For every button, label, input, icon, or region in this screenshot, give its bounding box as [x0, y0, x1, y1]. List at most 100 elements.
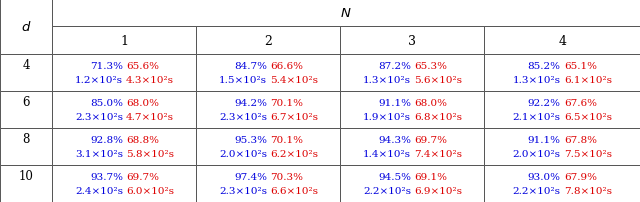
Text: 4: 4: [22, 58, 30, 71]
Text: 65.3%: 65.3%: [414, 62, 447, 71]
Text: 6.8×10²s: 6.8×10²s: [414, 112, 462, 121]
Text: 2.0×10²s: 2.0×10²s: [513, 149, 561, 158]
Text: 67.6%: 67.6%: [564, 99, 596, 108]
Text: 1.2×10²s: 1.2×10²s: [75, 75, 123, 84]
Text: 66.6%: 66.6%: [270, 62, 303, 71]
Text: 1.3×10²s: 1.3×10²s: [513, 75, 561, 84]
Text: 5.6×10²s: 5.6×10²s: [414, 75, 462, 84]
Text: 93.0%: 93.0%: [528, 173, 561, 181]
Bar: [196, 165, 340, 202]
Text: 2.1×10²s: 2.1×10²s: [513, 112, 561, 121]
Text: 1.9×10²s: 1.9×10²s: [363, 112, 411, 121]
Text: 87.2%: 87.2%: [378, 62, 411, 71]
Bar: [196, 91, 340, 128]
Bar: [340, 27, 484, 55]
Text: 4.7×10²s: 4.7×10²s: [126, 112, 174, 121]
Text: 92.8%: 92.8%: [90, 136, 123, 145]
Text: 2.3×10²s: 2.3×10²s: [75, 112, 123, 121]
Text: 4: 4: [558, 34, 566, 47]
Text: 5.4×10²s: 5.4×10²s: [270, 75, 318, 84]
Text: 1.4×10²s: 1.4×10²s: [363, 149, 411, 158]
Text: 84.7%: 84.7%: [234, 62, 267, 71]
Text: 5.8×10²s: 5.8×10²s: [126, 149, 174, 158]
Bar: [0, 128, 52, 165]
Text: 68.0%: 68.0%: [414, 99, 447, 108]
Text: 70.1%: 70.1%: [270, 136, 303, 145]
Bar: [196, 55, 340, 91]
Bar: [0, 91, 52, 128]
Text: $d$: $d$: [21, 20, 31, 34]
Text: 68.8%: 68.8%: [126, 136, 159, 145]
Text: 94.3%: 94.3%: [378, 136, 411, 145]
Text: 69.1%: 69.1%: [414, 173, 447, 181]
Text: 6.1×10²s: 6.1×10²s: [564, 75, 612, 84]
Text: 91.1%: 91.1%: [528, 136, 561, 145]
Text: 2.0×10²s: 2.0×10²s: [219, 149, 267, 158]
Bar: [340, 91, 484, 128]
Text: $N$: $N$: [340, 7, 352, 20]
Text: 4.3×10²s: 4.3×10²s: [126, 75, 174, 84]
Bar: [52, 91, 196, 128]
Text: 6.7×10²s: 6.7×10²s: [270, 112, 318, 121]
Bar: [52, 165, 196, 202]
Text: 2.2×10²s: 2.2×10²s: [363, 186, 411, 195]
Bar: [196, 128, 340, 165]
Text: 65.6%: 65.6%: [126, 62, 159, 71]
Bar: [484, 55, 640, 91]
Text: 2.3×10²s: 2.3×10²s: [219, 112, 267, 121]
Text: 7.8×10²s: 7.8×10²s: [564, 186, 612, 195]
Text: 1: 1: [120, 34, 129, 47]
Text: 92.2%: 92.2%: [528, 99, 561, 108]
Bar: [484, 128, 640, 165]
Bar: [52, 0, 640, 27]
Text: 85.2%: 85.2%: [528, 62, 561, 71]
Text: 91.1%: 91.1%: [378, 99, 411, 108]
Text: 71.3%: 71.3%: [90, 62, 123, 71]
Bar: [484, 165, 640, 202]
Bar: [0, 0, 52, 55]
Bar: [52, 128, 196, 165]
Text: 67.9%: 67.9%: [564, 173, 596, 181]
Bar: [484, 91, 640, 128]
Text: 2.2×10²s: 2.2×10²s: [513, 186, 561, 195]
Text: 3.1×10²s: 3.1×10²s: [75, 149, 123, 158]
Bar: [340, 55, 484, 91]
Text: 68.0%: 68.0%: [126, 99, 159, 108]
Text: 1.5×10²s: 1.5×10²s: [219, 75, 267, 84]
Text: 97.4%: 97.4%: [234, 173, 267, 181]
Text: 2.4×10²s: 2.4×10²s: [75, 186, 123, 195]
Bar: [340, 165, 484, 202]
Text: 8: 8: [22, 132, 30, 145]
Text: 69.7%: 69.7%: [126, 173, 159, 181]
Text: 70.3%: 70.3%: [270, 173, 303, 181]
Bar: [52, 55, 196, 91]
Text: 85.0%: 85.0%: [90, 99, 123, 108]
Text: 2: 2: [264, 34, 273, 47]
Bar: [196, 27, 340, 55]
Text: 1.3×10²s: 1.3×10²s: [363, 75, 411, 84]
Bar: [340, 128, 484, 165]
Bar: [0, 165, 52, 202]
Text: 70.1%: 70.1%: [270, 99, 303, 108]
Text: 67.8%: 67.8%: [564, 136, 596, 145]
Text: 94.5%: 94.5%: [378, 173, 411, 181]
Text: 69.7%: 69.7%: [414, 136, 447, 145]
Text: 6.0×10²s: 6.0×10²s: [126, 186, 174, 195]
Text: 94.2%: 94.2%: [234, 99, 267, 108]
Text: 3: 3: [408, 34, 417, 47]
Text: 7.4×10²s: 7.4×10²s: [414, 149, 462, 158]
Text: 65.1%: 65.1%: [564, 62, 596, 71]
Text: 6.9×10²s: 6.9×10²s: [414, 186, 462, 195]
Bar: [0, 55, 52, 91]
Text: 95.3%: 95.3%: [234, 136, 267, 145]
Text: 6.6×10²s: 6.6×10²s: [270, 186, 318, 195]
Text: 6: 6: [22, 95, 30, 108]
Text: 10: 10: [19, 169, 34, 182]
Text: 2.3×10²s: 2.3×10²s: [219, 186, 267, 195]
Bar: [52, 27, 196, 55]
Text: 6.2×10²s: 6.2×10²s: [270, 149, 318, 158]
Bar: [484, 27, 640, 55]
Text: 6.5×10²s: 6.5×10²s: [564, 112, 612, 121]
Text: 7.5×10²s: 7.5×10²s: [564, 149, 612, 158]
Text: 93.7%: 93.7%: [90, 173, 123, 181]
